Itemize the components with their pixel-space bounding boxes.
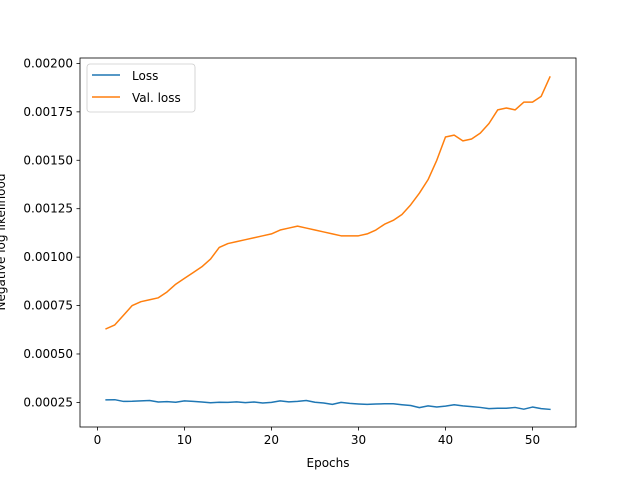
x-tick-label: 10: [177, 433, 192, 447]
y-tick-label: 0.00150: [23, 153, 73, 167]
y-tick-label: 0.00075: [23, 299, 73, 313]
x-tick-label: 0: [94, 433, 102, 447]
series-line-val-loss: [105, 75, 551, 330]
plot-frame: [79, 57, 577, 428]
series-layer: [105, 75, 551, 411]
legend-label-loss: Loss: [132, 69, 158, 83]
legend-label-val-loss: Val. loss: [132, 91, 181, 105]
legend: Loss Val. loss: [86, 63, 196, 113]
y-tick-label: 0.00200: [23, 56, 73, 70]
y-tick-label: 0.00125: [23, 202, 73, 216]
x-tick-label: 50: [525, 433, 540, 447]
y-axis-label: Negative log likelihood: [0, 174, 8, 311]
y-tick-label: 0.00100: [23, 250, 73, 264]
x-tick-label: 30: [351, 433, 366, 447]
series-line-loss: [105, 398, 551, 411]
legend-box: [86, 63, 196, 113]
x-tick-label: 20: [264, 433, 279, 447]
y-tick-label: 0.00025: [23, 395, 73, 409]
y-tick-label: 0.00050: [23, 347, 73, 361]
x-tick-label: 40: [438, 433, 453, 447]
x-axis: 0 10 20 30 40 50: [94, 427, 540, 447]
x-axis-label: Epochs: [307, 456, 350, 470]
y-tick-label: 0.00175: [23, 105, 73, 119]
y-axis: 0.00025 0.00050 0.00075 0.00100 0.00125 0.001…: [23, 56, 80, 409]
